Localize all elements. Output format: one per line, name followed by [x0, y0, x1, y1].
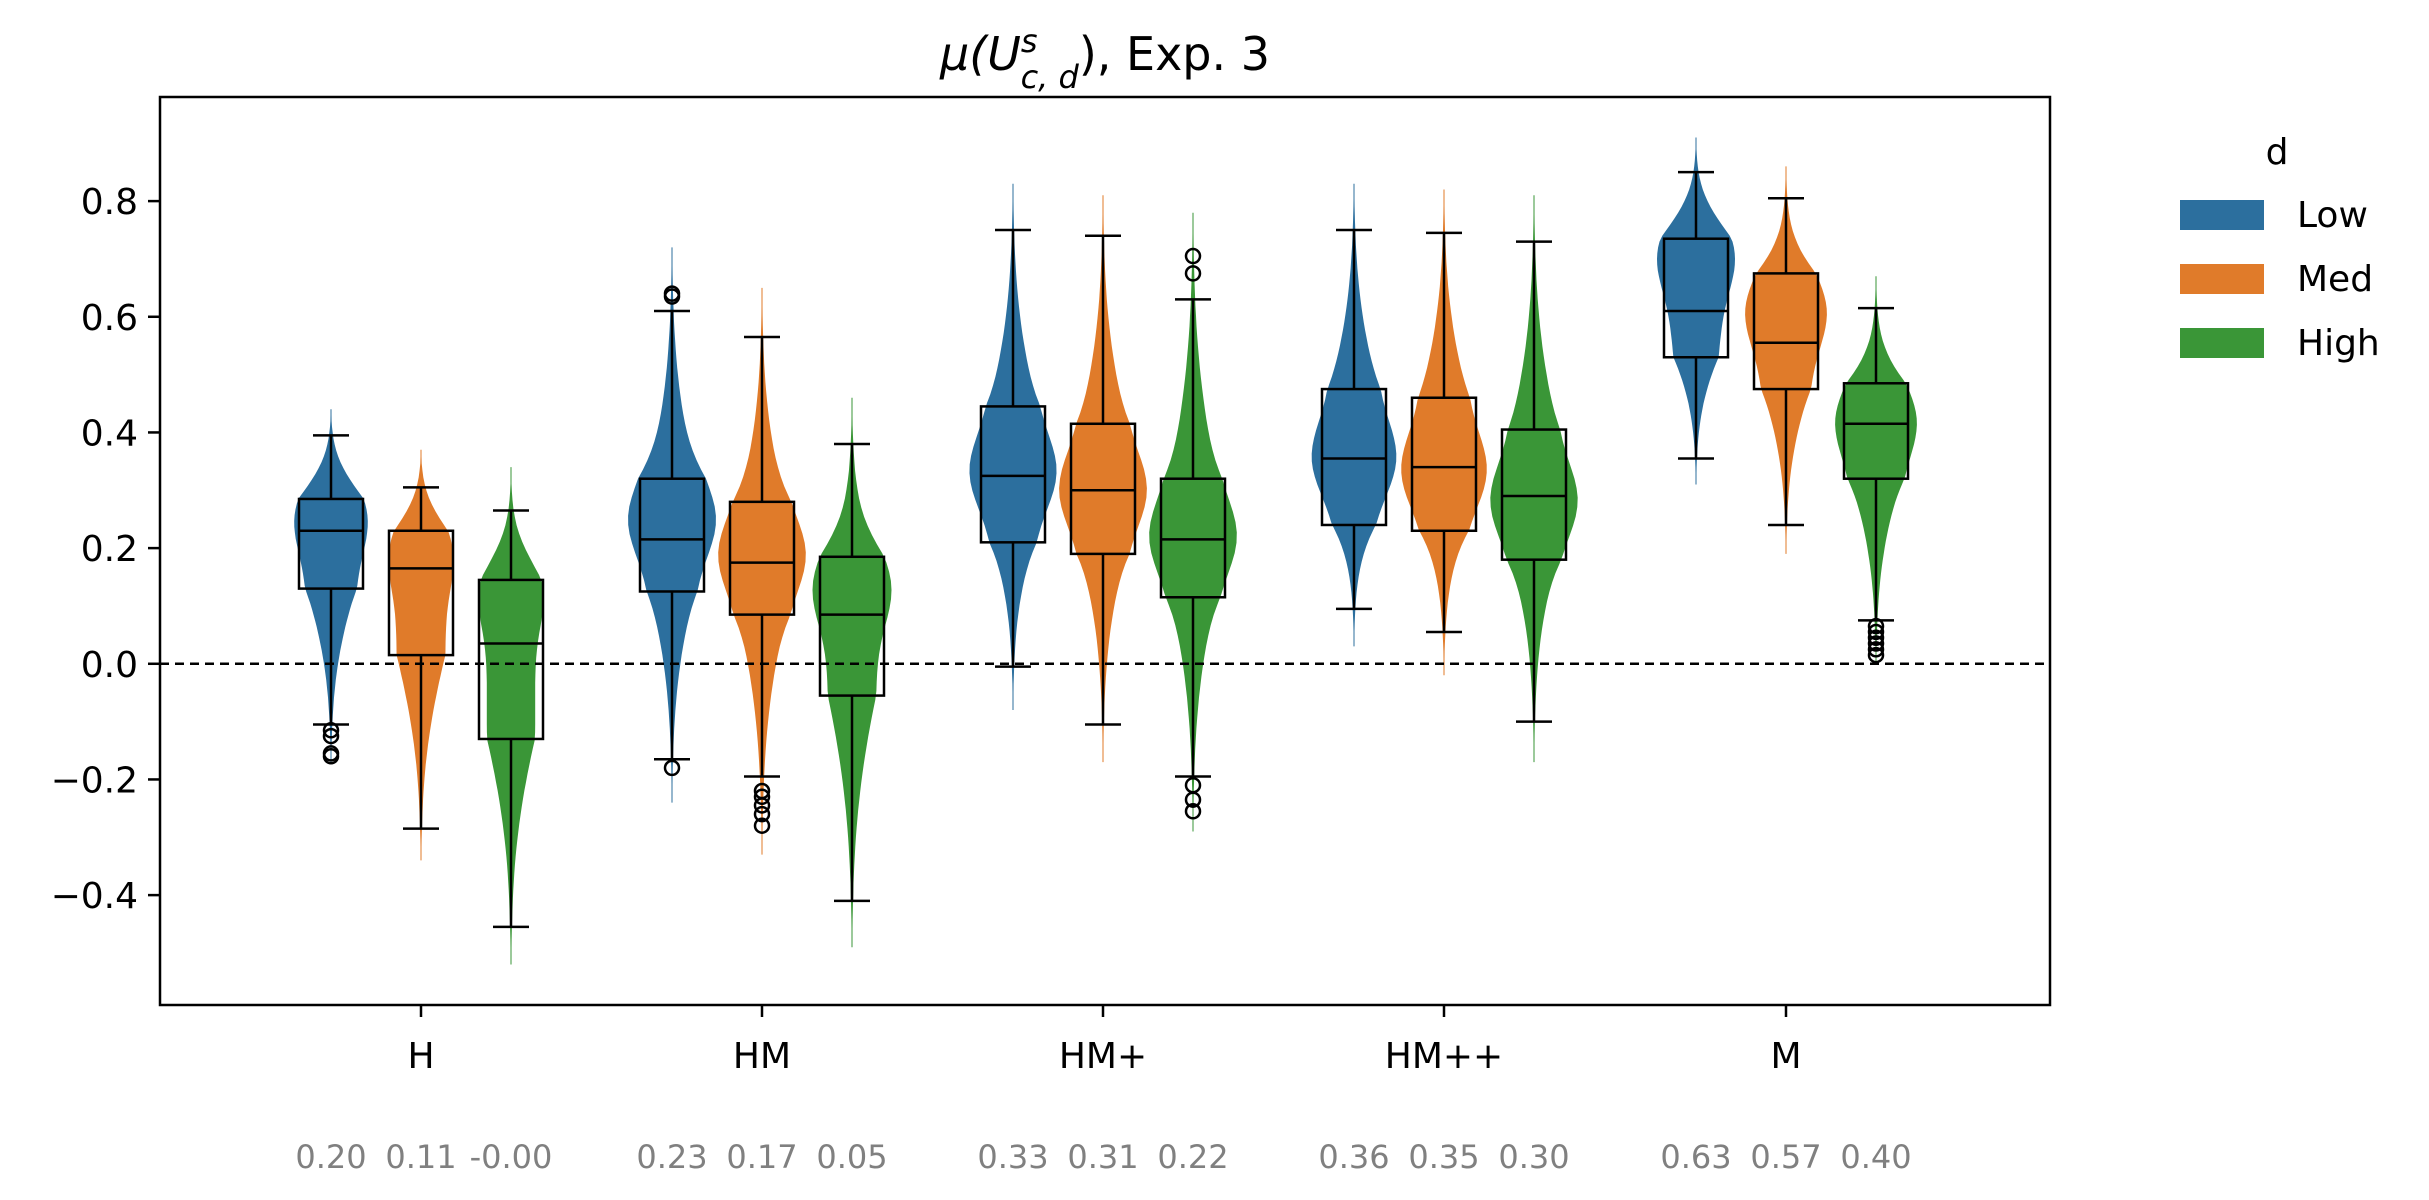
violin-med-hm++: [1401, 189, 1487, 676]
outlier-point: [753, 817, 771, 834]
iqr-box: [297, 497, 365, 590]
iqr-box: [1662, 237, 1730, 359]
boxplot-low-m: [1662, 170, 1730, 460]
boxplot-med-hm++: [1410, 231, 1478, 634]
legend-title: d: [2266, 132, 2289, 173]
legend-swatch-med: [2180, 264, 2264, 294]
violin-med-m: [1745, 166, 1827, 554]
violin-high-hm++: [1490, 195, 1578, 763]
iqr-box: [1752, 272, 1820, 391]
violin-med-hm+: [1059, 195, 1147, 763]
iqr-box: [477, 578, 545, 741]
violin-high-h: [478, 467, 544, 965]
outlier-point: [753, 797, 771, 814]
mean-label-high-h: -0.00: [470, 1138, 553, 1176]
iqr-box: [638, 477, 706, 593]
iqr-box: [728, 500, 796, 616]
mean-label-med-hm+: 0.31: [1067, 1138, 1138, 1176]
outlier-point: [1867, 623, 1885, 641]
outlier-point: [1184, 247, 1202, 265]
legend-label-high: High: [2297, 323, 2380, 364]
y-tick-label: 0.4: [81, 413, 138, 454]
violin-high-hm+: [1149, 212, 1237, 832]
mean-label-high-hm++: 0.30: [1498, 1138, 1569, 1176]
outlier-point: [663, 759, 681, 777]
x-category-label: HM++: [1385, 1036, 1503, 1077]
y-tick-label: −0.4: [51, 876, 138, 917]
boxplot-med-h: [387, 486, 455, 830]
x-category-label: H: [407, 1036, 434, 1077]
boxplot-high-hm: [818, 442, 886, 903]
boxplot-high-hm+: [1159, 247, 1227, 820]
outlier-point: [1184, 803, 1202, 820]
boxplot-med-hm+: [1069, 234, 1137, 726]
legend-label-low: Low: [2297, 195, 2368, 236]
x-category-label: M: [1770, 1036, 1801, 1077]
mean-label-high-hm: 0.05: [816, 1138, 887, 1176]
legend-label-med: Med: [2297, 259, 2373, 300]
y-tick-label: 0.8: [81, 182, 138, 223]
outlier-point: [322, 748, 340, 765]
iqr-box: [1069, 422, 1137, 556]
outlier-point: [753, 788, 771, 806]
violin-low-h: [294, 409, 368, 763]
y-tick-label: 0.0: [81, 645, 138, 686]
outlier-point: [1867, 629, 1885, 647]
violin-low-hm: [628, 247, 716, 803]
outlier-point: [753, 805, 771, 823]
boxplot-high-m: [1842, 306, 1910, 664]
outlier-point: [1867, 641, 1885, 658]
x-category-label: HM+: [1059, 1036, 1147, 1077]
mean-label-high-m: 0.40: [1840, 1138, 1911, 1176]
outlier-point: [1867, 646, 1885, 664]
mean-label-low-h: 0.20: [295, 1138, 366, 1176]
boxplot-med-m: [1752, 196, 1820, 527]
mean-label-med-m: 0.57: [1750, 1138, 1821, 1176]
legend-swatch-high: [2180, 328, 2264, 358]
boxplot-low-hm++: [1320, 228, 1388, 611]
iqr-box: [818, 555, 886, 697]
iqr-box: [1159, 477, 1227, 599]
boxplot-low-h: [297, 434, 365, 765]
violin-low-hm+: [969, 183, 1057, 711]
mean-label-high-hm+: 0.22: [1157, 1138, 1228, 1176]
mean-label-low-hm+: 0.33: [977, 1138, 1048, 1176]
y-tick-label: 0.6: [81, 298, 138, 339]
boxplot-med-hm: [728, 335, 796, 834]
violin-med-hm: [718, 287, 806, 855]
outlier-point: [1867, 617, 1885, 635]
mean-label-low-hm++: 0.36: [1318, 1138, 1389, 1176]
boxplot-low-hm+: [979, 228, 1047, 668]
mean-label-med-hm: 0.17: [726, 1138, 797, 1176]
iqr-box: [1500, 428, 1568, 561]
boxplot-high-hm++: [1500, 240, 1568, 723]
mean-label-low-hm: 0.23: [636, 1138, 707, 1176]
iqr-box: [1320, 387, 1388, 527]
y-tick-label: −0.2: [51, 760, 138, 801]
boxplot-high-h: [477, 509, 545, 929]
violin-high-hm: [812, 397, 892, 948]
mean-label-med-h: 0.11: [385, 1138, 456, 1176]
iqr-box: [1842, 382, 1910, 480]
mean-label-low-m: 0.63: [1660, 1138, 1731, 1176]
outlier-point: [1184, 791, 1202, 808]
outlier-point: [322, 727, 340, 745]
outlier-point: [1867, 635, 1885, 652]
boxplot-low-hm: [638, 285, 706, 777]
violin-high-m: [1835, 276, 1917, 664]
mean-label-med-hm++: 0.35: [1408, 1138, 1479, 1176]
iqr-box: [387, 529, 455, 657]
iqr-box: [1410, 396, 1478, 533]
legend-swatch-low: [2180, 200, 2264, 230]
outlier-point: [1184, 265, 1202, 282]
x-category-label: HM: [733, 1036, 791, 1077]
outlier-point: [663, 285, 681, 302]
chart-title: μ(Us c, d), Exp. 3: [939, 22, 1270, 96]
outlier-point: [322, 722, 340, 739]
violin-low-hm++: [1311, 183, 1397, 647]
iqr-box: [979, 405, 1047, 544]
y-tick-label: 0.2: [81, 529, 138, 570]
